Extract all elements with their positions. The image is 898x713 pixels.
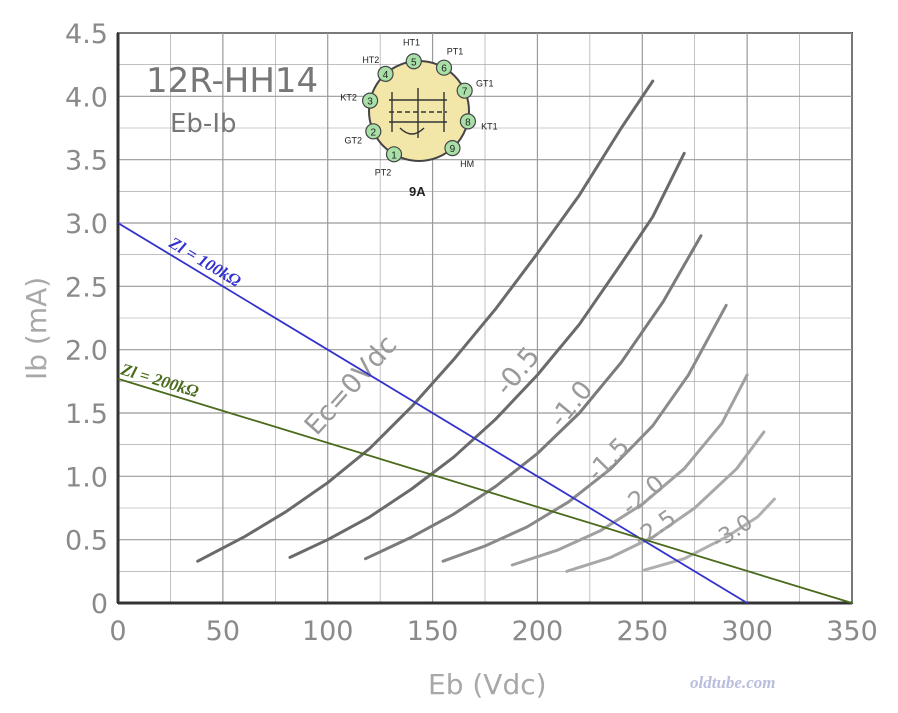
y-tick-label: 3.0: [65, 209, 108, 240]
tube-pin-label: KT1: [481, 122, 498, 132]
curve-label: -1.5: [580, 432, 635, 487]
tube-pin-icon: [444, 140, 461, 157]
plate-curve: [364, 234, 703, 561]
x-tick-label: 150: [407, 616, 459, 647]
y-tick-label: 3.5: [65, 146, 108, 177]
tube-pin-label: HT2: [362, 55, 379, 65]
tube-pin-number: 9: [450, 144, 456, 155]
tube-pin-icon: [377, 65, 394, 82]
y-tick-label: 0.5: [65, 526, 108, 557]
x-tick-label: 350: [826, 616, 878, 647]
load-line: [117, 377, 853, 604]
y-tick-label: 4.5: [65, 19, 108, 50]
plate-curve: [196, 79, 655, 563]
curve-label: -3.0: [708, 510, 758, 554]
tube-pin-label: KT2: [340, 92, 357, 102]
tube-pin-number: 1: [391, 150, 397, 161]
tube-pin-number: 8: [465, 117, 471, 128]
plate-curve: [441, 303, 728, 563]
tube-pin-number: 3: [367, 97, 373, 108]
tube-pin-label: HT1: [403, 37, 420, 47]
x-tick-label: 300: [721, 616, 773, 647]
y-axis-title: Ib (mA): [20, 277, 53, 380]
tube-pin-icon: [405, 53, 422, 70]
tube-base-label: 9A: [409, 184, 426, 199]
y-tick-label: 2.0: [65, 336, 108, 367]
y-tick-label: 1.5: [65, 399, 108, 430]
y-tick-label: 2.5: [65, 272, 108, 303]
axis-tick-labels: 0 50 100 150 200 250 300 350 0 0.5 1.0 1.5 2.0 2.5 3.0…: [65, 19, 878, 647]
plate-curves: Ec=0Vdc -0.5-1.0-1.5-2.0-2.5 -3.0: [196, 79, 776, 573]
x-tick-label: 200: [512, 616, 564, 647]
plate-curve: [565, 430, 766, 573]
tube-pin-label: PT2: [375, 168, 392, 178]
chart-subtitle: Eb-Ib: [170, 109, 237, 139]
tube-pin-icon: [385, 146, 403, 163]
tube-pin-number: 6: [441, 64, 447, 75]
tube-pin-icon: [435, 59, 453, 76]
tube-internal-structure-icon: [389, 88, 447, 138]
load-line-label: Zl = 100kΩ: [165, 233, 244, 291]
tube-pin-label: GT2: [344, 135, 362, 145]
x-tick-label: 50: [206, 616, 240, 647]
tube-pin-number: 2: [371, 127, 377, 138]
x-tick-label: 0: [109, 616, 126, 647]
y-tick-label: 1.0: [65, 462, 108, 493]
tube-pin-label: HM: [460, 159, 474, 169]
tube-pin-number: 4: [383, 70, 389, 81]
plate-curve: [510, 373, 749, 567]
tube-pin-label: PT1: [447, 46, 464, 56]
tube-pin-icon: [459, 113, 477, 130]
tube-pin-icon: [361, 92, 379, 109]
x-tick-label: 100: [302, 616, 354, 647]
y-tick-label: 0: [91, 589, 108, 620]
plate-curve: [642, 497, 776, 572]
y-tick-label: 4.0: [65, 82, 108, 113]
tube-pin-number: 5: [411, 57, 417, 68]
x-axis-title: Eb (Vdc): [428, 668, 547, 701]
tube-pin-icon: [365, 123, 382, 140]
watermark: oldtube.com: [690, 673, 775, 692]
tube-pin-icon: [456, 82, 473, 99]
plate-curve: [288, 151, 686, 559]
chart-title: 12R-HH14: [146, 61, 318, 101]
curve-label: -1.0: [544, 375, 599, 433]
tube-pin-label: GT1: [476, 79, 494, 89]
x-tick-label: 250: [617, 616, 669, 647]
tube-pin-number: 7: [462, 87, 468, 98]
load-line-label: Zl = 200kΩ: [118, 359, 201, 401]
